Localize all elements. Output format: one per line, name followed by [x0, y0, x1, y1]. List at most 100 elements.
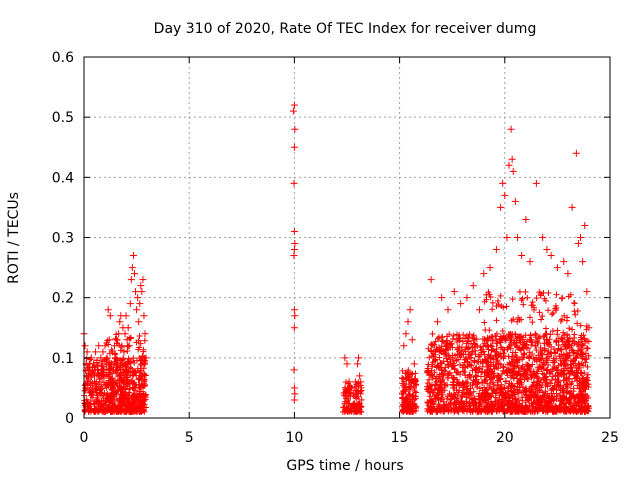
dense-point [424, 365, 431, 372]
axis-ticks [83, 56, 611, 419]
dense-point [430, 401, 437, 408]
dense-point [466, 390, 473, 397]
dense-point [580, 342, 587, 349]
data-point [142, 354, 150, 362]
dense-point [500, 363, 507, 370]
data-point [99, 348, 107, 356]
dense-point [492, 361, 499, 368]
data-point [81, 342, 89, 350]
dense-point [471, 344, 478, 351]
x-tick-labels: 0 5 10 15 20 25 [80, 430, 619, 446]
dense-point [543, 330, 550, 337]
dense-point [534, 378, 541, 385]
data-point [121, 330, 129, 338]
dense-point [548, 387, 555, 394]
dense-point [469, 407, 476, 414]
dense-point [399, 388, 406, 395]
dense-point [539, 396, 546, 403]
data-point [585, 324, 593, 332]
dense-point [524, 338, 531, 345]
dense-point [497, 375, 504, 382]
dense-point [518, 333, 525, 340]
dense-point [481, 395, 488, 402]
data-point [113, 336, 121, 344]
data-point [106, 312, 114, 320]
dense-point [514, 359, 521, 366]
dense-point [455, 369, 462, 376]
data-point [560, 258, 568, 266]
dense-point [500, 304, 507, 311]
dense-point [97, 402, 104, 409]
dense-point [522, 403, 529, 410]
dense-point [405, 367, 412, 374]
dense-point [424, 399, 431, 406]
dense-point [343, 405, 350, 412]
dense-point [555, 362, 562, 369]
dense-point [97, 401, 104, 408]
dense-point [531, 373, 538, 380]
dense-point [553, 307, 560, 314]
dense-point [449, 335, 456, 342]
data-point [564, 270, 572, 278]
dense-point [545, 307, 552, 314]
dense-point [447, 401, 454, 408]
dense-point [461, 359, 468, 366]
dense-point [411, 388, 418, 395]
dense-point [107, 408, 114, 415]
dense-point [429, 374, 436, 381]
dense-point [477, 344, 484, 351]
dense-point [508, 317, 515, 324]
dense-point [431, 386, 438, 393]
dense-point [494, 379, 501, 386]
dense-point [509, 382, 516, 389]
dense-point [585, 352, 592, 359]
dense-point [434, 394, 441, 401]
dense-point [539, 351, 546, 358]
dense-point [525, 362, 532, 369]
dense-point [548, 377, 555, 384]
dense-point [565, 396, 572, 403]
dense-point [412, 370, 419, 377]
dense-point [463, 355, 470, 362]
y-tick-label: 0.1 [52, 351, 74, 367]
dense-point [127, 335, 134, 342]
dense-point [497, 292, 504, 299]
dense-point [342, 388, 349, 395]
data-point [103, 354, 111, 362]
dense-point [476, 365, 483, 372]
dense-point [436, 373, 443, 380]
dense-point [471, 357, 478, 364]
dense-point [554, 366, 561, 373]
dense-point [425, 386, 432, 393]
dense-point [583, 344, 590, 351]
dense-point [436, 354, 443, 361]
dense-point [560, 396, 567, 403]
data-point [522, 215, 530, 223]
dense-point [468, 349, 475, 356]
dense-point [519, 344, 526, 351]
data-point [513, 234, 521, 241]
data-point [355, 354, 363, 362]
data-point [577, 234, 585, 241]
x-tick-label: 0 [80, 430, 89, 446]
data-point [92, 348, 100, 356]
dense-point [463, 332, 470, 339]
dense-point [426, 382, 433, 389]
dense-point [91, 363, 98, 370]
data-point [126, 300, 134, 308]
dense-point [540, 359, 547, 366]
dense-point [129, 368, 136, 375]
dense-point [460, 368, 467, 375]
dense-point [93, 398, 100, 405]
dense-point [345, 400, 352, 407]
dense-point [435, 401, 442, 408]
dense-point [476, 353, 483, 360]
dense-point [524, 294, 531, 301]
dense-point [136, 388, 143, 395]
dense-point [447, 396, 454, 403]
dense-point [527, 314, 534, 321]
dense-point [516, 288, 523, 295]
dense-point [512, 331, 519, 338]
dense-point [521, 408, 528, 415]
dense-point [403, 396, 410, 403]
